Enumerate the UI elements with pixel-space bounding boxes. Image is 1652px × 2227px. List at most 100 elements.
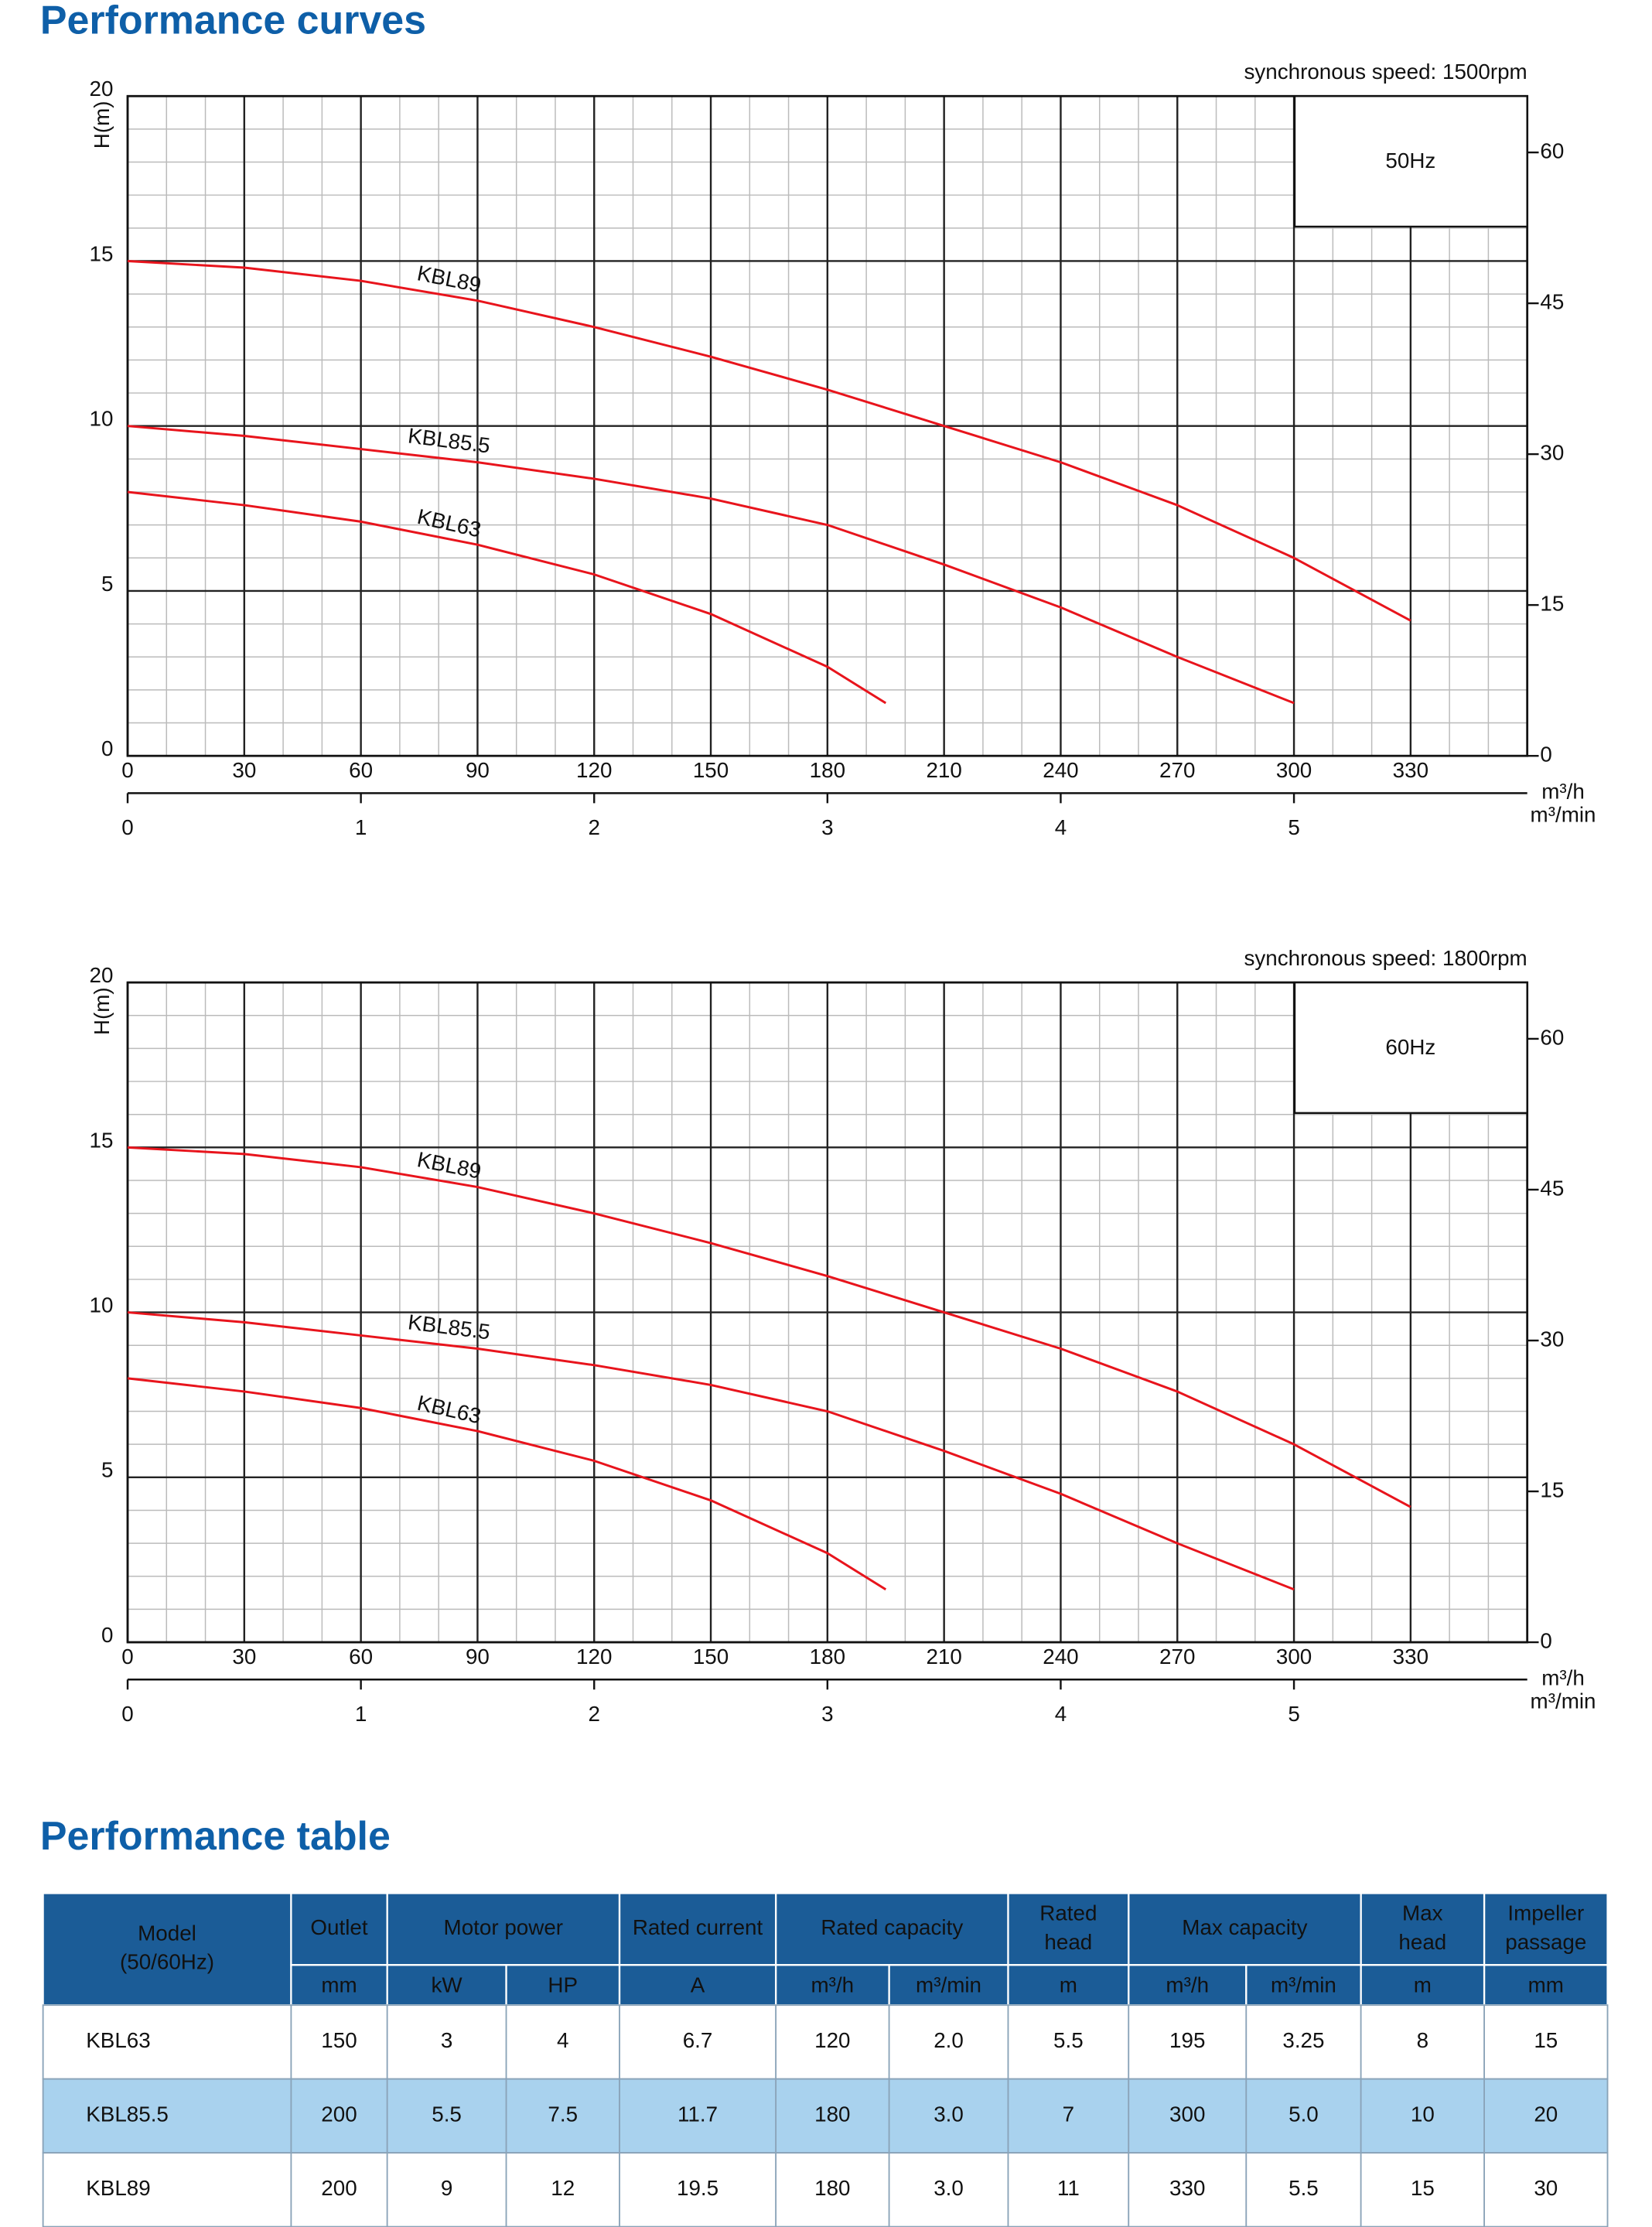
subtitle: synchronous speed: 1500rpm <box>1244 60 1527 84</box>
table-cell: 200 <box>321 2102 357 2126</box>
table-cell: 12 <box>551 2176 575 2200</box>
header-label: Rated current <box>633 1915 763 1939</box>
table-cell: 5.5 <box>432 2102 462 2126</box>
x2-tick-label: 4 <box>1055 1702 1067 1726</box>
table-cell: 180 <box>814 2176 850 2200</box>
table-cell: 3.0 <box>934 2102 964 2126</box>
curve <box>127 1146 1411 1508</box>
curve <box>127 259 1411 622</box>
table-cell: 7.5 <box>548 2102 578 2126</box>
y-tick-label: 20 <box>90 963 114 987</box>
unit-label: kW <box>432 1973 463 1996</box>
x2-tick-label: 3 <box>821 815 833 839</box>
x-tick-label: 30 <box>232 1645 256 1669</box>
y2-tick-label: 30 <box>1540 440 1564 464</box>
header-label: head <box>1044 1930 1092 1954</box>
header-label: Motor power <box>444 1915 563 1939</box>
y-tick-label: 15 <box>90 241 114 265</box>
x-tick-label: 210 <box>926 1645 961 1669</box>
y2-tick-label: 15 <box>1540 1477 1564 1501</box>
x-tick-label: 150 <box>693 1645 729 1669</box>
y-axis-label: H(m) <box>90 987 114 1035</box>
x2-axis-unit: m³/min <box>1531 802 1596 826</box>
x2-tick-label: 5 <box>1288 1702 1299 1726</box>
table-cell: 195 <box>1169 2028 1205 2052</box>
subtitle: synchronous speed: 1800rpm <box>1244 946 1527 970</box>
y-tick-label: 15 <box>90 1128 114 1152</box>
x-tick-label: 300 <box>1276 758 1312 782</box>
x2-tick-label: 1 <box>355 1702 367 1726</box>
y2-tick-label: 60 <box>1540 1025 1564 1049</box>
table-cell: 20 <box>1534 2102 1558 2126</box>
table-cell: 15 <box>1411 2176 1435 2200</box>
y2-tick-label: 0 <box>1540 1628 1551 1652</box>
x-tick-label: 150 <box>693 758 729 782</box>
y-tick-label: 0 <box>101 1623 113 1647</box>
curve <box>127 1377 887 1591</box>
y-tick-label: 10 <box>90 407 114 431</box>
curve <box>127 425 1295 705</box>
unit-label: mm <box>321 1973 357 1996</box>
header-label: Model <box>138 1921 196 1945</box>
y-tick-label: 20 <box>90 77 114 101</box>
y-axis-label: H(m) <box>90 101 114 149</box>
curve <box>127 490 887 705</box>
x-tick-label: 270 <box>1159 758 1195 782</box>
table-title: Performance table <box>40 1814 391 1859</box>
x2-tick-label: 1 <box>355 815 367 839</box>
unit-label: mm <box>1528 1973 1564 1996</box>
table-header-bg <box>43 1893 1608 2006</box>
x2-axis-unit: m³/min <box>1531 1689 1596 1713</box>
y-tick-label: 5 <box>101 1458 113 1482</box>
table-cell: 2.0 <box>934 2028 964 2052</box>
table-cell: KBL63 <box>86 2028 150 2052</box>
unit-label: m <box>1414 1973 1432 1996</box>
table-cell: 150 <box>321 2028 357 2052</box>
y-tick-label: 5 <box>101 572 113 596</box>
curve-label: KBL85.5 <box>407 1310 492 1344</box>
x-tick-label: 60 <box>349 758 373 782</box>
table-cell: 6.7 <box>683 2028 713 2052</box>
header-label: (50/60Hz) <box>120 1950 214 1974</box>
annotation-box <box>1293 95 1528 228</box>
curve <box>127 1311 1295 1591</box>
annotation-box <box>1293 981 1528 1115</box>
table-cell: 3.25 <box>1282 2028 1324 2052</box>
x-tick-label: 270 <box>1159 1645 1195 1669</box>
unit-label: m³/min <box>916 1973 981 1996</box>
header-label: Impeller <box>1507 1901 1584 1925</box>
table-cell: 300 <box>1169 2102 1205 2126</box>
y2-tick-label: 45 <box>1540 289 1564 313</box>
curve-label: KBL63 <box>415 1391 483 1429</box>
unit-label: m <box>1060 1973 1077 1996</box>
table-cell: KBL89 <box>86 2176 150 2200</box>
annotation: 60Hz <box>1385 1035 1435 1059</box>
unit-label: m³/h <box>1166 1973 1209 1996</box>
x2-tick-label: 5 <box>1288 815 1299 839</box>
unit-label: m³/h <box>811 1973 855 1996</box>
table-cell: 8 <box>1417 2028 1428 2052</box>
table-cell: 4 <box>557 2028 568 2052</box>
table-cell: 5.0 <box>1288 2102 1319 2126</box>
table-cell: 3.0 <box>934 2176 964 2200</box>
table-cell: 200 <box>321 2176 357 2200</box>
y2-tick-label: 60 <box>1540 138 1564 162</box>
curve-label: KBL63 <box>415 504 483 542</box>
x2-tick-label: 2 <box>589 1702 600 1726</box>
x2-tick-label: 3 <box>821 1702 833 1726</box>
x-axis-unit: m³/h <box>1541 780 1585 804</box>
table-cell: 180 <box>814 2102 850 2126</box>
table-row <box>42 2078 1609 2154</box>
y-tick-label: 10 <box>90 1293 114 1317</box>
x-tick-label: 30 <box>232 758 256 782</box>
x-tick-label: 0 <box>121 1645 133 1669</box>
y2-tick-label: 0 <box>1540 743 1551 767</box>
x2-tick-label: 0 <box>121 815 133 839</box>
page-title: Performance curves <box>40 0 426 43</box>
x-tick-label: 330 <box>1393 758 1428 782</box>
header-label: passage <box>1505 1930 1586 1954</box>
unit-label: m³/min <box>1271 1973 1336 1996</box>
header-label: Max capacity <box>1182 1915 1307 1939</box>
